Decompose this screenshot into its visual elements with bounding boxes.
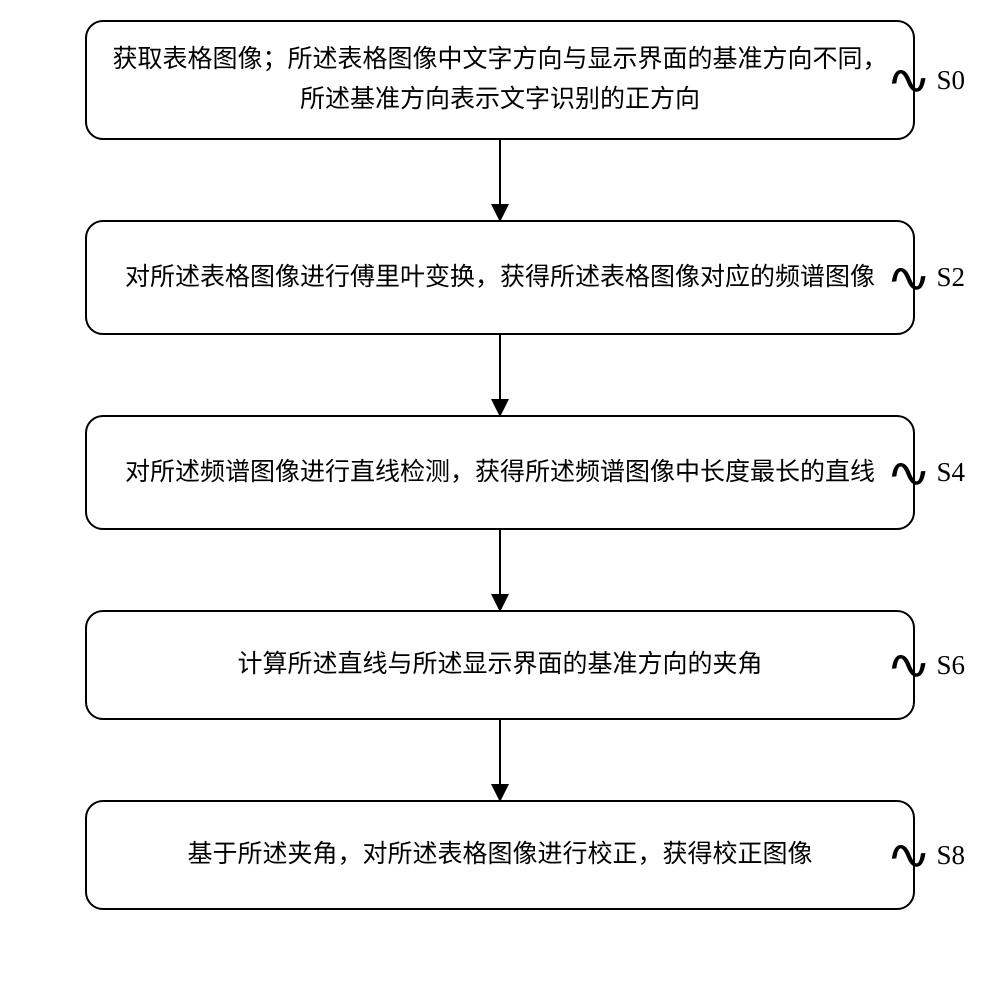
tilde-icon: ∿ [883,251,934,304]
arrow-container-0 [0,140,1000,220]
step-box-0: 获取表格图像；所述表格图像中文字方向与显示界面的基准方向不同，所述基准方向表示文… [85,20,915,140]
step-text-0: 获取表格图像；所述表格图像中文字方向与显示界面的基准方向不同，所述基准方向表示文… [111,40,889,120]
arrow-container-2 [0,530,1000,610]
step-label-group-0: ∿ S0 [891,55,965,105]
flowchart-container: 获取表格图像；所述表格图像中文字方向与显示界面的基准方向不同，所述基准方向表示文… [0,20,1000,910]
tilde-icon: ∿ [883,829,934,882]
step-text-3: 计算所述直线与所述显示界面的基准方向的夹角 [237,645,762,685]
step-label-1: S2 [936,262,965,293]
arrow-2 [499,530,501,610]
step-row-4: 基于所述夹角，对所述表格图像进行校正，获得校正图像 ∿ S8 [0,800,1000,910]
step-label-group-3: ∿ S6 [891,640,965,690]
step-label-group-1: ∿ S2 [891,253,965,303]
step-text-4: 基于所述夹角，对所述表格图像进行校正，获得校正图像 [187,835,812,875]
step-row-2: 对所述频谱图像进行直线检测，获得所述频谱图像中长度最长的直线 ∿ S4 [0,415,1000,530]
arrow-container-3 [0,720,1000,800]
step-row-1: 对所述表格图像进行傅里叶变换，获得所述表格图像对应的频谱图像 ∿ S2 [0,220,1000,335]
tilde-icon: ∿ [883,54,934,107]
step-box-2: 对所述频谱图像进行直线检测，获得所述频谱图像中长度最长的直线 [85,415,915,530]
step-label-group-4: ∿ S8 [891,830,965,880]
step-row-3: 计算所述直线与所述显示界面的基准方向的夹角 ∿ S6 [0,610,1000,720]
step-text-1: 对所述表格图像进行傅里叶变换，获得所述表格图像对应的频谱图像 [125,258,875,298]
arrow-0 [499,140,501,220]
step-label-group-2: ∿ S4 [891,448,965,498]
step-row-0: 获取表格图像；所述表格图像中文字方向与显示界面的基准方向不同，所述基准方向表示文… [0,20,1000,140]
step-label-4: S8 [936,840,965,871]
step-box-1: 对所述表格图像进行傅里叶变换，获得所述表格图像对应的频谱图像 [85,220,915,335]
tilde-icon: ∿ [883,639,934,692]
step-label-3: S6 [936,650,965,681]
step-box-3: 计算所述直线与所述显示界面的基准方向的夹角 [85,610,915,720]
step-label-0: S0 [936,65,965,96]
step-label-2: S4 [936,457,965,488]
arrow-container-1 [0,335,1000,415]
step-box-4: 基于所述夹角，对所述表格图像进行校正，获得校正图像 [85,800,915,910]
step-text-2: 对所述频谱图像进行直线检测，获得所述频谱图像中长度最长的直线 [125,453,875,493]
arrow-3 [499,720,501,800]
arrow-1 [499,335,501,415]
tilde-icon: ∿ [883,446,934,499]
